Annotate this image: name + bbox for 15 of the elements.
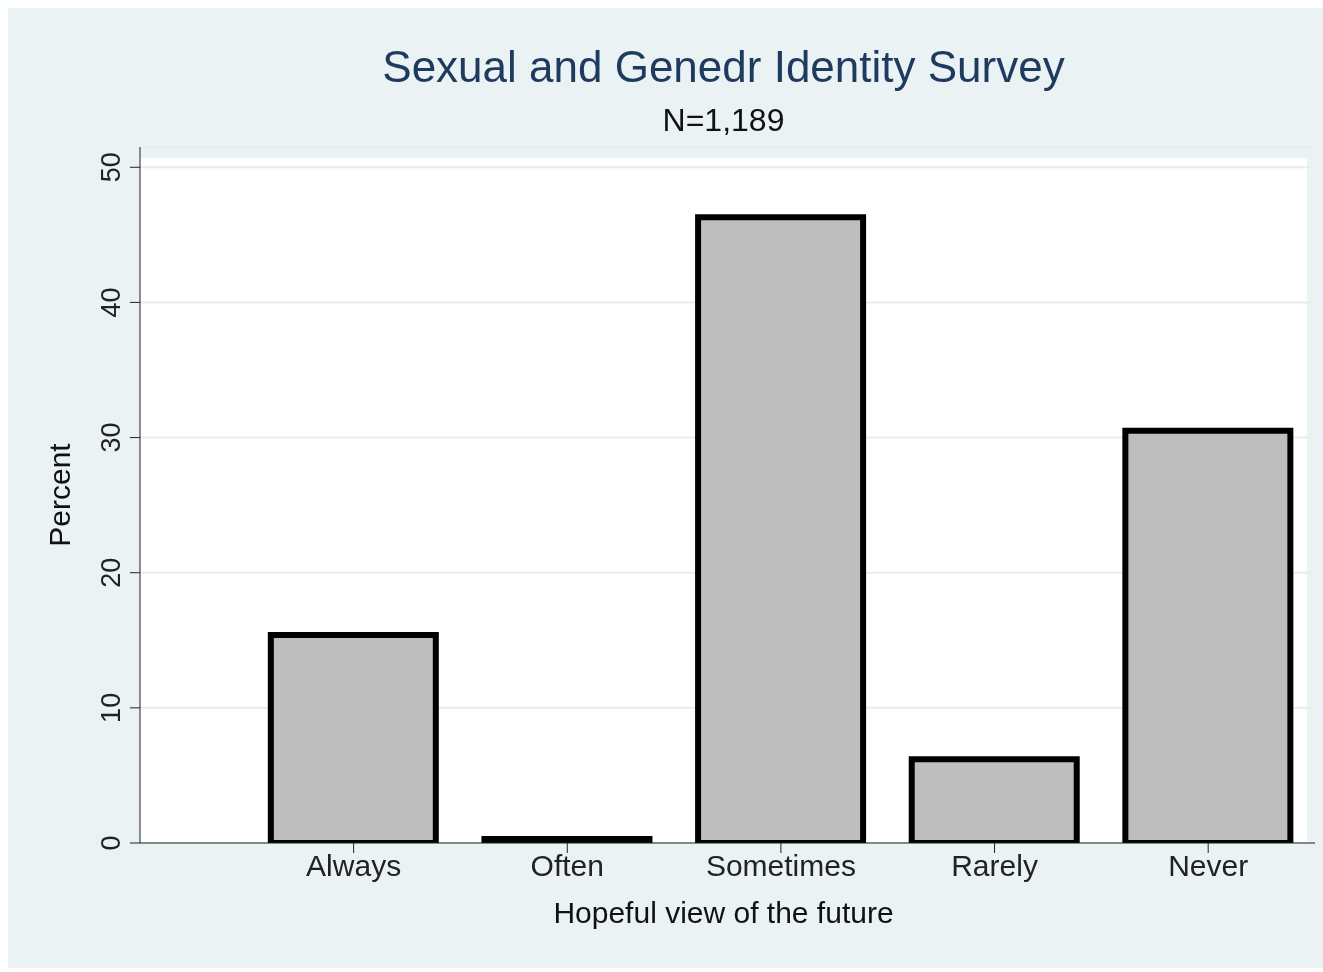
chart-subtitle: N=1,189 (661, 102, 786, 139)
y-tick-label: 50 (96, 152, 126, 183)
y-tick-label: 20 (96, 557, 126, 588)
y-tick-label: 0 (96, 835, 126, 851)
x-tick-label: Often (530, 849, 604, 883)
y-tick-label: 40 (96, 287, 126, 318)
x-tick-label: Never (1168, 849, 1249, 883)
y-tick-label: 30 (96, 422, 126, 453)
y-axis-title: Percent (43, 443, 77, 547)
x-tick-label: Rarely (951, 849, 1038, 883)
chart-title: Sexual and Genedr Identity Survey (381, 42, 1066, 92)
x-tick-label: Always (306, 849, 402, 883)
x-axis-title: Hopeful view of the future (552, 896, 895, 930)
x-tick-label: Sometimes (705, 849, 856, 883)
y-tick-label: 10 (96, 692, 126, 723)
